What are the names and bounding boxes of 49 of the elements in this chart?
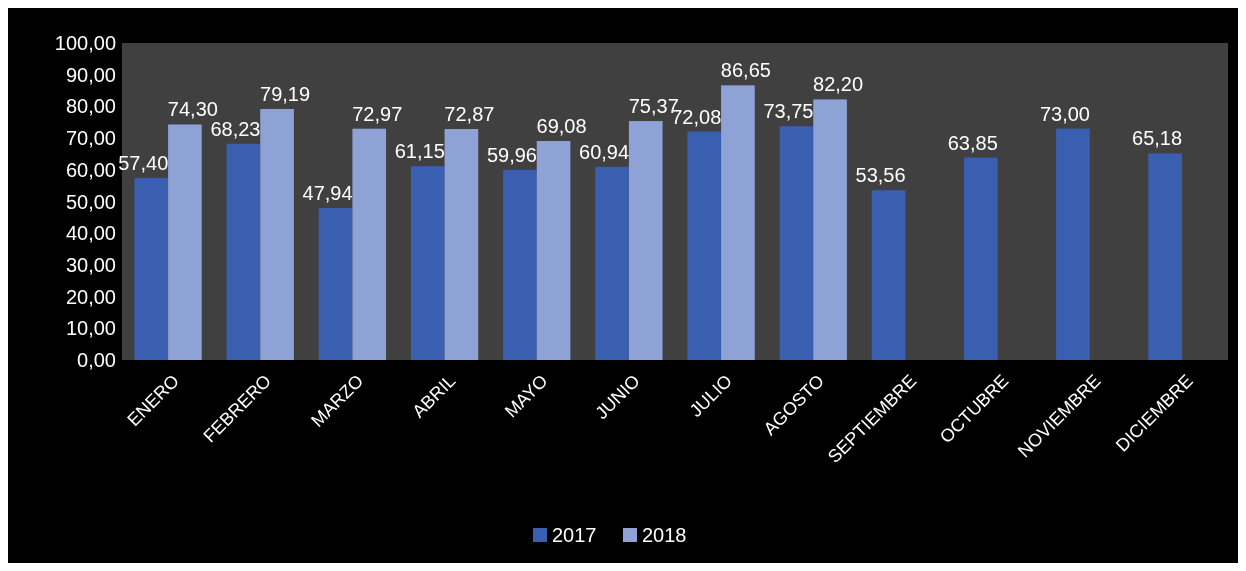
bar <box>1148 153 1182 360</box>
bar <box>318 208 353 360</box>
bar <box>721 85 755 360</box>
y-tick-label: 100,00 <box>54 32 116 54</box>
text: 53,56 <box>855 164 906 187</box>
bar <box>871 190 906 360</box>
text: 86,65 <box>720 59 771 82</box>
text: 73,00 <box>1039 102 1090 125</box>
bar <box>260 108 294 360</box>
y-tick-label: 10,00 <box>65 317 116 340</box>
y-tick-label: 20,00 <box>65 285 116 308</box>
y-tick-label: 0,00 <box>77 349 116 371</box>
bar <box>813 99 847 360</box>
legend-label: 2018 <box>642 524 687 546</box>
bar <box>595 166 629 360</box>
text: 82,20 <box>813 73 864 96</box>
text: 60,94 <box>579 140 630 163</box>
bar <box>503 169 537 360</box>
y-tick-label: 90,00 <box>65 63 116 86</box>
text: 73,75 <box>763 100 814 123</box>
y-tick-label: 60,00 <box>65 158 116 181</box>
text: 59,96 <box>486 143 537 166</box>
text: 79,19 <box>260 82 311 105</box>
text: 72,97 <box>352 102 403 125</box>
text: 72,87 <box>444 103 495 125</box>
bar <box>628 121 663 360</box>
bar <box>779 126 814 360</box>
bar <box>168 124 202 360</box>
text: 63,85 <box>947 131 998 154</box>
bar <box>134 178 169 360</box>
bar <box>1056 128 1090 360</box>
text: 65,18 <box>1132 127 1183 150</box>
bar <box>352 128 387 360</box>
text: 47,94 <box>302 182 353 205</box>
y-tick-label: 70,00 <box>65 127 116 150</box>
bar <box>687 131 722 360</box>
bar <box>410 166 445 360</box>
legend-label: 2017 <box>552 524 597 546</box>
bar <box>963 157 998 360</box>
y-tick-label: 40,00 <box>65 222 116 245</box>
bar <box>226 143 261 360</box>
text: 57,40 <box>118 152 169 175</box>
y-tick-label: 50,00 <box>65 190 116 213</box>
y-tick-label: 30,00 <box>65 253 116 276</box>
bar <box>536 141 571 360</box>
bar <box>444 129 479 360</box>
y-tick-label: 80,00 <box>65 95 116 118</box>
text: 61,15 <box>394 140 445 163</box>
text: 69,08 <box>536 115 587 138</box>
